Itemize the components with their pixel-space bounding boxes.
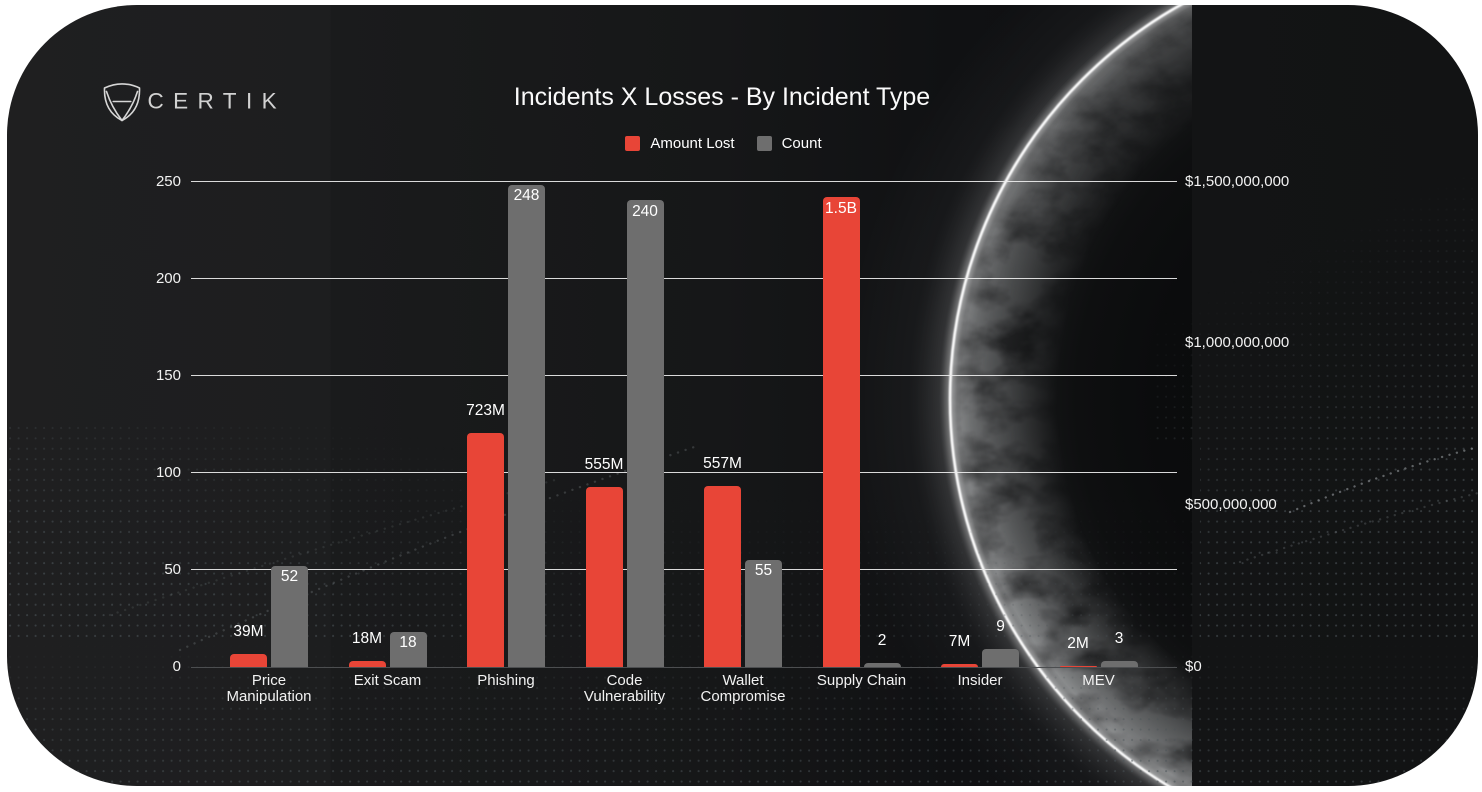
svg-text:CERTIK: CERTIK: [147, 89, 286, 114]
